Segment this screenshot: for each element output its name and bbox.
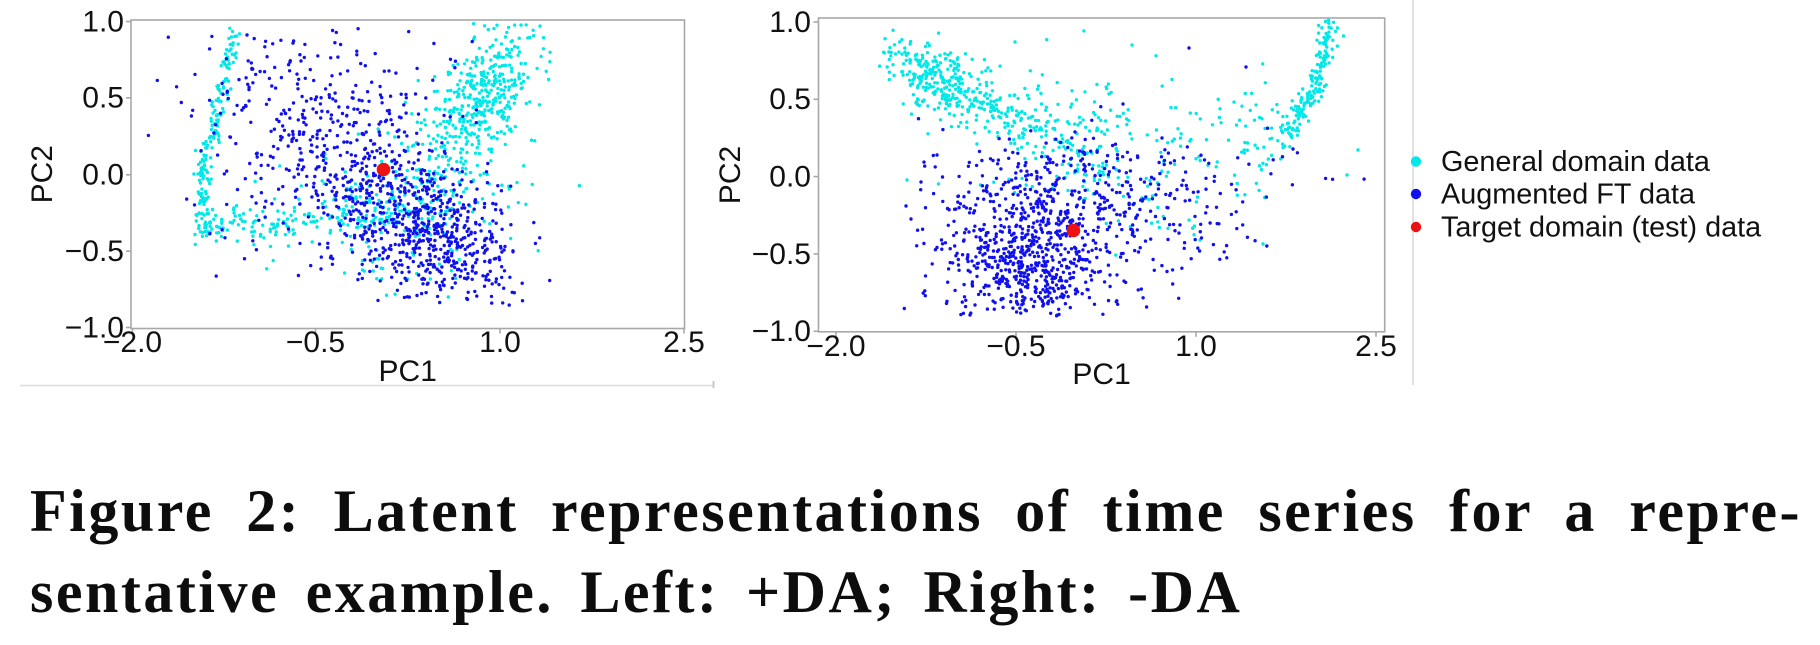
svg-text:PC2: PC2	[26, 145, 59, 203]
svg-text:−2.0: −2.0	[806, 330, 865, 363]
svg-text:0.0: 0.0	[769, 160, 811, 193]
svg-text:−0.5: −0.5	[286, 326, 345, 359]
svg-text:2.5: 2.5	[1355, 330, 1397, 363]
svg-text:Target domain (test) data: Target domain (test) data	[1441, 212, 1762, 244]
svg-text:0.0: 0.0	[82, 159, 124, 192]
svg-text:−2.0: −2.0	[103, 326, 162, 359]
svg-text:1.0: 1.0	[769, 6, 811, 39]
svg-text:2.5: 2.5	[663, 326, 705, 359]
svg-text:0.5: 0.5	[769, 83, 811, 116]
svg-text:−1.0: −1.0	[65, 311, 124, 344]
svg-text:0.5: 0.5	[82, 82, 124, 115]
svg-text:−1.0: −1.0	[752, 315, 811, 348]
svg-text:PC1: PC1	[1072, 358, 1130, 391]
svg-text:1.0: 1.0	[479, 326, 521, 359]
svg-text:−0.5: −0.5	[752, 238, 811, 271]
svg-text:PC2: PC2	[714, 146, 747, 204]
svg-text:General domain data: General domain data	[1441, 146, 1711, 178]
svg-text:1.0: 1.0	[1175, 330, 1217, 363]
svg-text:PC1: PC1	[379, 355, 437, 388]
svg-text:1.0: 1.0	[82, 5, 124, 38]
svg-text:−0.5: −0.5	[65, 235, 124, 268]
svg-text:−0.5: −0.5	[986, 330, 1045, 363]
svg-text:Augmented FT data: Augmented FT data	[1441, 179, 1696, 211]
